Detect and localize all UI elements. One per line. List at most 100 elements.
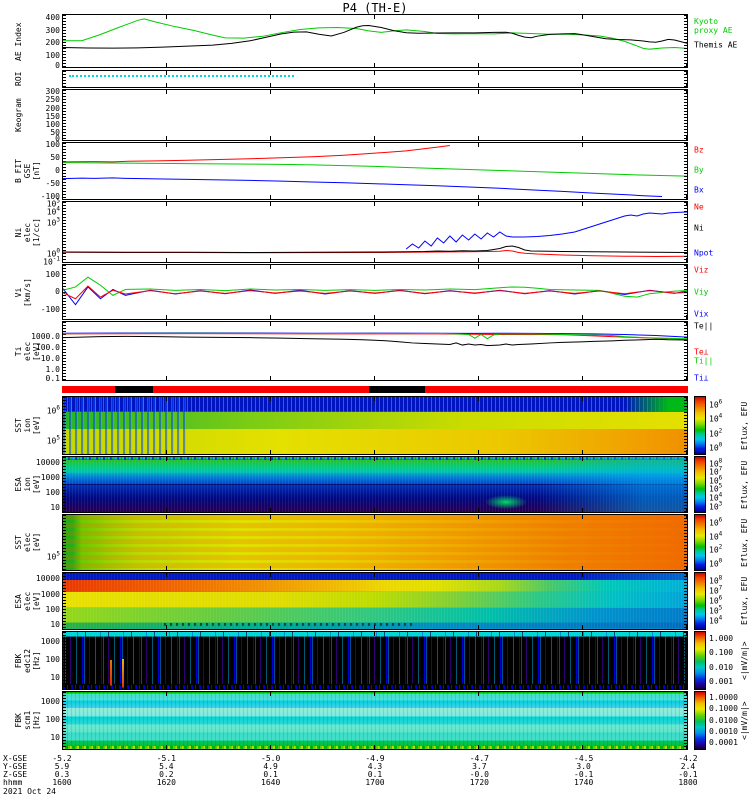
x-major-tick <box>62 566 63 570</box>
x-major-tick <box>582 83 583 87</box>
x-major-tick <box>374 685 375 689</box>
axis-value: -0.0 <box>469 770 489 779</box>
colorbar-tick-cb6: 0.0001 <box>709 737 738 747</box>
x-major-tick <box>269 457 271 461</box>
panel-ae-index <box>62 14 688 68</box>
ylabel-sstelec: SST elec [eV] <box>14 532 41 552</box>
trace-Ni <box>63 246 687 253</box>
x-major-tick <box>374 450 375 454</box>
ylabel-roi: ROI <box>14 71 23 86</box>
x-major-tick <box>582 376 583 380</box>
series-bfit <box>63 143 687 199</box>
ytick-temp: 10.0 <box>40 354 60 364</box>
axis-value: 0.2 <box>159 770 174 779</box>
ytick-sstion: 105 <box>46 434 60 445</box>
x-major-tick <box>374 457 375 461</box>
x-major-tick <box>62 15 63 19</box>
x-major-tick <box>686 83 687 87</box>
x-major-tick <box>165 632 167 636</box>
trace-label-ni: Ni <box>694 223 704 233</box>
x-major-tick <box>582 15 583 19</box>
colorbar-sst-elec <box>694 514 706 571</box>
ytick-sstion: 106 <box>46 404 60 416</box>
panel-status-bar <box>62 386 688 393</box>
x-major-tick <box>686 376 687 380</box>
x-major-tick <box>269 83 271 87</box>
x-major-tick <box>62 457 63 461</box>
x-major-tick <box>269 15 271 19</box>
x-major-tick <box>582 632 583 636</box>
axis-value: 1600 <box>52 778 72 787</box>
x-major-tick <box>269 625 271 629</box>
x-major-tick <box>269 573 271 577</box>
x-major-tick <box>374 63 375 67</box>
x-major-tick <box>477 63 479 67</box>
colorbar-tick-cb3: 100 <box>709 557 723 569</box>
ytick-esaion: 100 <box>45 488 60 498</box>
x-major-tick <box>582 450 583 454</box>
x-major-tick <box>477 322 479 326</box>
x-major-tick <box>62 322 63 326</box>
ytick-bfit: 0 <box>55 166 60 175</box>
ytick-esaelec: 1000 <box>40 589 60 599</box>
x-major-tick <box>165 202 167 206</box>
x-major-tick <box>582 566 583 570</box>
ytick-vi: -100 <box>40 304 60 314</box>
axis-value: 1720 <box>469 778 489 787</box>
x-major-tick <box>477 83 479 87</box>
x-major-tick <box>62 202 63 206</box>
axis-value: 1620 <box>156 778 176 787</box>
x-major-tick <box>269 71 271 75</box>
axis-value: 1800 <box>678 778 698 787</box>
x-major-tick <box>582 573 583 577</box>
axis-value: -4.9 <box>365 754 385 763</box>
axis-value: -5.2 <box>52 754 72 763</box>
axis-row-label: Y-GSE <box>3 762 28 771</box>
x-major-tick <box>269 566 271 570</box>
axis-row-label: hhmm <box>3 778 23 787</box>
x-major-tick <box>165 258 167 262</box>
x-major-tick <box>62 83 63 87</box>
x-major-tick <box>374 143 375 147</box>
x-major-tick <box>62 515 63 519</box>
axis-value: 3.0 <box>576 762 591 771</box>
colorbar-tick-cb5: 0.100 <box>709 648 734 658</box>
ytick-esaion: 10 <box>50 503 60 513</box>
x-major-tick <box>62 632 63 636</box>
trace-Viz <box>63 286 687 299</box>
x-major-tick <box>477 625 479 629</box>
x-major-tick <box>62 258 63 262</box>
trace-label-ni: Npot <box>694 248 714 258</box>
x-major-tick <box>686 63 687 67</box>
x-major-tick <box>686 397 687 401</box>
x-major-tick <box>686 71 687 75</box>
panel-sst-ion-spectrogram <box>62 396 688 455</box>
ytick-fbk2: 1000 <box>40 696 60 706</box>
axis-value: 1740 <box>574 778 594 787</box>
x-major-tick <box>374 15 375 19</box>
x-major-tick <box>374 265 375 269</box>
colorbar-tick-cb4: 105 <box>709 604 723 616</box>
x-major-tick <box>477 15 479 19</box>
x-major-tick <box>374 322 375 326</box>
x-major-tick <box>374 258 375 262</box>
x-major-tick <box>477 202 479 206</box>
plot-title: P4 (TH-E) <box>342 1 408 15</box>
status-bar-black-segment <box>368 386 426 393</box>
ytick-fbk2: 10 <box>50 732 60 742</box>
x-major-tick <box>582 397 583 401</box>
ytick-keogram: 250 <box>45 95 60 105</box>
x-major-tick <box>374 745 375 749</box>
colorbar-tick-cb4: 104 <box>709 614 723 625</box>
x-major-tick <box>269 136 271 140</box>
series-vi <box>63 265 687 319</box>
ytick-ni: 100 <box>46 247 60 258</box>
panel-esa-ion-spectrogram <box>62 456 688 513</box>
colorbar-tick-cb5: 0.010 <box>709 662 734 672</box>
x-major-tick <box>269 397 271 401</box>
x-major-tick <box>62 63 63 67</box>
ytick-keogram: 150 <box>45 111 60 121</box>
x-major-tick <box>477 265 479 269</box>
x-major-tick <box>582 202 583 206</box>
